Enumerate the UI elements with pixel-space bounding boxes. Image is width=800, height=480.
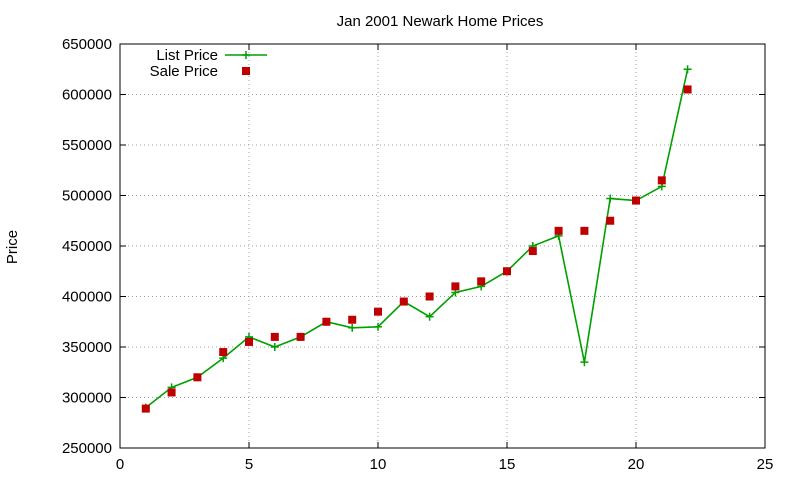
sale-price-point — [554, 226, 563, 235]
legend-label: Sale Price — [150, 63, 218, 80]
sale-price-point — [503, 267, 511, 276]
x-tick-label: 20 — [628, 456, 645, 473]
list-price-point — [606, 194, 615, 203]
sale-price-point — [167, 388, 176, 397]
x-tick-label: 5 — [245, 456, 253, 473]
y-tick-label: 500000 — [62, 188, 112, 205]
sale-price-point — [296, 332, 305, 341]
sale-price-point — [528, 247, 537, 256]
list-price-point — [374, 322, 382, 331]
x-tick-label: 25 — [757, 456, 774, 473]
list-price-point — [425, 312, 434, 321]
y-tick-label: 300000 — [62, 390, 112, 407]
x-tick-label: 10 — [370, 456, 387, 473]
axis-ticks: 0 5 10 15 20 25 250000 300000 350000 400000 450000… — [62, 36, 773, 473]
sale-price-point — [657, 176, 666, 185]
list-price-point — [348, 323, 357, 332]
list-price-point — [683, 65, 692, 74]
y-tick-label: 400000 — [62, 289, 112, 306]
y-tick-label: 550000 — [62, 137, 112, 154]
list-price-point — [270, 343, 279, 351]
list-price-line — [145, 69, 689, 409]
legend-square-marker — [242, 67, 250, 75]
x-tick-label: 15 — [499, 456, 516, 473]
y-tick-label: 600000 — [62, 87, 112, 104]
y-tick-label: 650000 — [62, 36, 112, 53]
series-sale-price — [141, 85, 692, 413]
sale-price-point — [270, 332, 279, 341]
sale-price-point — [683, 85, 692, 94]
sale-price-point — [374, 307, 382, 316]
sale-price-point — [193, 373, 202, 382]
series-list-price — [141, 65, 692, 412]
chart-title: Jan 2001 Newark Home Prices — [337, 13, 544, 30]
list-price-point — [580, 358, 589, 367]
sale-price-point — [399, 297, 408, 306]
y-tick-label: 450000 — [62, 238, 112, 255]
series-layer — [141, 65, 692, 413]
x-tick-label: 0 — [116, 456, 124, 473]
y-tick-label: 350000 — [62, 339, 112, 356]
sale-price-point — [606, 216, 615, 225]
y-axis-label: Price — [4, 230, 21, 264]
sale-price-point — [425, 292, 434, 301]
sale-price-point — [632, 196, 640, 205]
sale-price-point — [141, 404, 150, 413]
sale-price-point — [322, 317, 331, 326]
sale-price-point — [451, 282, 460, 291]
grid-lines — [120, 44, 765, 448]
sale-price-point — [477, 277, 486, 286]
sale-price-point — [219, 348, 228, 357]
y-tick-label: 250000 — [62, 440, 112, 457]
sale-price-point — [245, 337, 253, 346]
sale-price-point — [348, 315, 357, 324]
legend-plus-marker — [242, 51, 250, 59]
legend-label: List Price — [156, 47, 218, 64]
sale-price-point — [580, 226, 589, 235]
